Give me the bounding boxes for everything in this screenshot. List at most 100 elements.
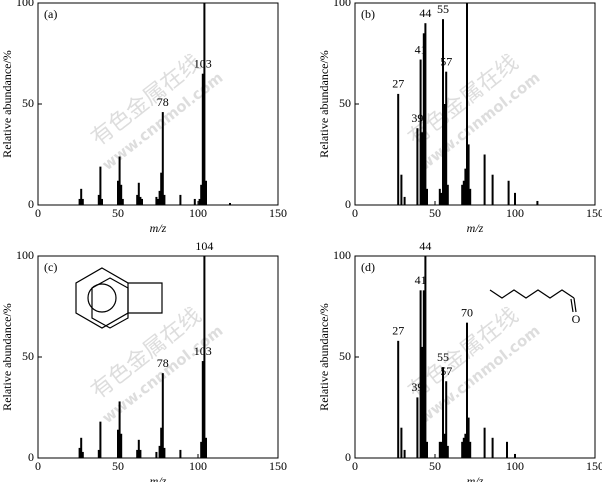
- peak: [466, 3, 468, 205]
- y-tick-label: 50: [22, 96, 34, 110]
- peak: [491, 174, 494, 205]
- peak: [136, 194, 139, 205]
- x-tick-label: 100: [506, 459, 524, 473]
- peak: [161, 112, 164, 205]
- peak: [137, 439, 140, 458]
- y-tick-label: 0: [28, 197, 34, 211]
- peak: [424, 256, 427, 458]
- peak: [506, 441, 508, 458]
- peak: [158, 190, 161, 205]
- peak: [139, 449, 142, 458]
- peak-label: 27: [392, 324, 404, 338]
- x-tick-label: 100: [189, 459, 207, 473]
- peak: [80, 437, 83, 458]
- peak: [200, 441, 203, 458]
- peak: [205, 437, 207, 458]
- y-tick-label: 0: [28, 450, 34, 464]
- peak: [443, 433, 446, 458]
- peak: [163, 447, 166, 458]
- x-axis-label: m/z: [150, 221, 167, 235]
- peak-label: 44: [419, 6, 431, 20]
- peak: [421, 346, 424, 458]
- x-tick-label: 50: [112, 206, 124, 220]
- peak: [469, 441, 472, 458]
- y-tick-label: 100: [333, 248, 351, 262]
- peak: [466, 322, 468, 458]
- peak: [198, 198, 201, 205]
- x-tick-label: 0: [352, 459, 358, 473]
- peak-label: 44: [419, 239, 431, 253]
- x-tick-label: 50: [429, 459, 441, 473]
- peak: [400, 427, 403, 458]
- x-tick-label: 100: [189, 206, 207, 220]
- peak: [424, 23, 427, 206]
- peak: [461, 184, 464, 205]
- peak: [201, 73, 204, 205]
- x-tick-label: 0: [352, 206, 358, 220]
- x-tick-label: 50: [112, 459, 124, 473]
- y-axis-label: Relative abundance/%: [0, 303, 14, 411]
- y-tick-label: 0: [345, 197, 351, 211]
- peak: [462, 180, 465, 205]
- peak-label: 70: [461, 305, 473, 319]
- peak: [469, 188, 472, 205]
- peak: [160, 172, 163, 205]
- peak: [163, 194, 166, 205]
- peak: [400, 174, 403, 205]
- peak: [179, 449, 182, 458]
- panel-label: (b): [361, 7, 375, 21]
- peak: [446, 445, 449, 458]
- peak: [446, 184, 449, 205]
- peak: [438, 188, 441, 205]
- peak: [155, 451, 158, 458]
- peak: [422, 290, 425, 458]
- y-tick-label: 50: [339, 96, 351, 110]
- benzocyclobutene-structure: [75, 267, 163, 329]
- peak: [205, 180, 207, 205]
- peak: [440, 192, 443, 205]
- peak: [445, 71, 448, 206]
- peak: [426, 188, 428, 205]
- peak: [203, 3, 206, 205]
- peak: [137, 182, 140, 205]
- peak: [118, 401, 121, 458]
- x-tick-label: 150: [269, 459, 287, 473]
- x-tick-label: 150: [269, 206, 287, 220]
- peak: [121, 198, 124, 205]
- peak: [101, 198, 103, 205]
- peak: [397, 340, 400, 458]
- x-tick-label: 150: [586, 459, 602, 473]
- peak: [157, 198, 159, 205]
- peak: [99, 421, 102, 458]
- peak: [179, 194, 182, 205]
- heptanal-structure: [489, 289, 577, 313]
- y-axis-label: Relative abundance/%: [0, 50, 14, 158]
- peak: [139, 196, 142, 205]
- peak: [99, 166, 102, 205]
- peak: [416, 128, 419, 205]
- peak: [201, 361, 204, 458]
- peak: [160, 427, 163, 458]
- peak-label: 103: [194, 56, 212, 70]
- peak: [81, 198, 84, 205]
- x-tick-label: 0: [35, 459, 41, 473]
- peak: [136, 449, 139, 458]
- y-tick-label: 100: [333, 0, 351, 9]
- peak: [483, 427, 486, 458]
- peak: [491, 437, 494, 458]
- peak-label: 55: [437, 350, 449, 364]
- peak-label: 27: [392, 77, 404, 91]
- y-axis-label: Relative abundance/%: [317, 303, 331, 411]
- peak: [161, 373, 164, 458]
- peak: [120, 184, 123, 205]
- peak: [141, 198, 143, 205]
- peak: [117, 429, 119, 458]
- peak: [78, 198, 81, 205]
- peak: [203, 256, 206, 458]
- peak: [467, 417, 470, 458]
- x-axis-label: m/z: [467, 474, 484, 482]
- y-tick-label: 0: [345, 450, 351, 464]
- y-tick-label: 100: [16, 0, 34, 9]
